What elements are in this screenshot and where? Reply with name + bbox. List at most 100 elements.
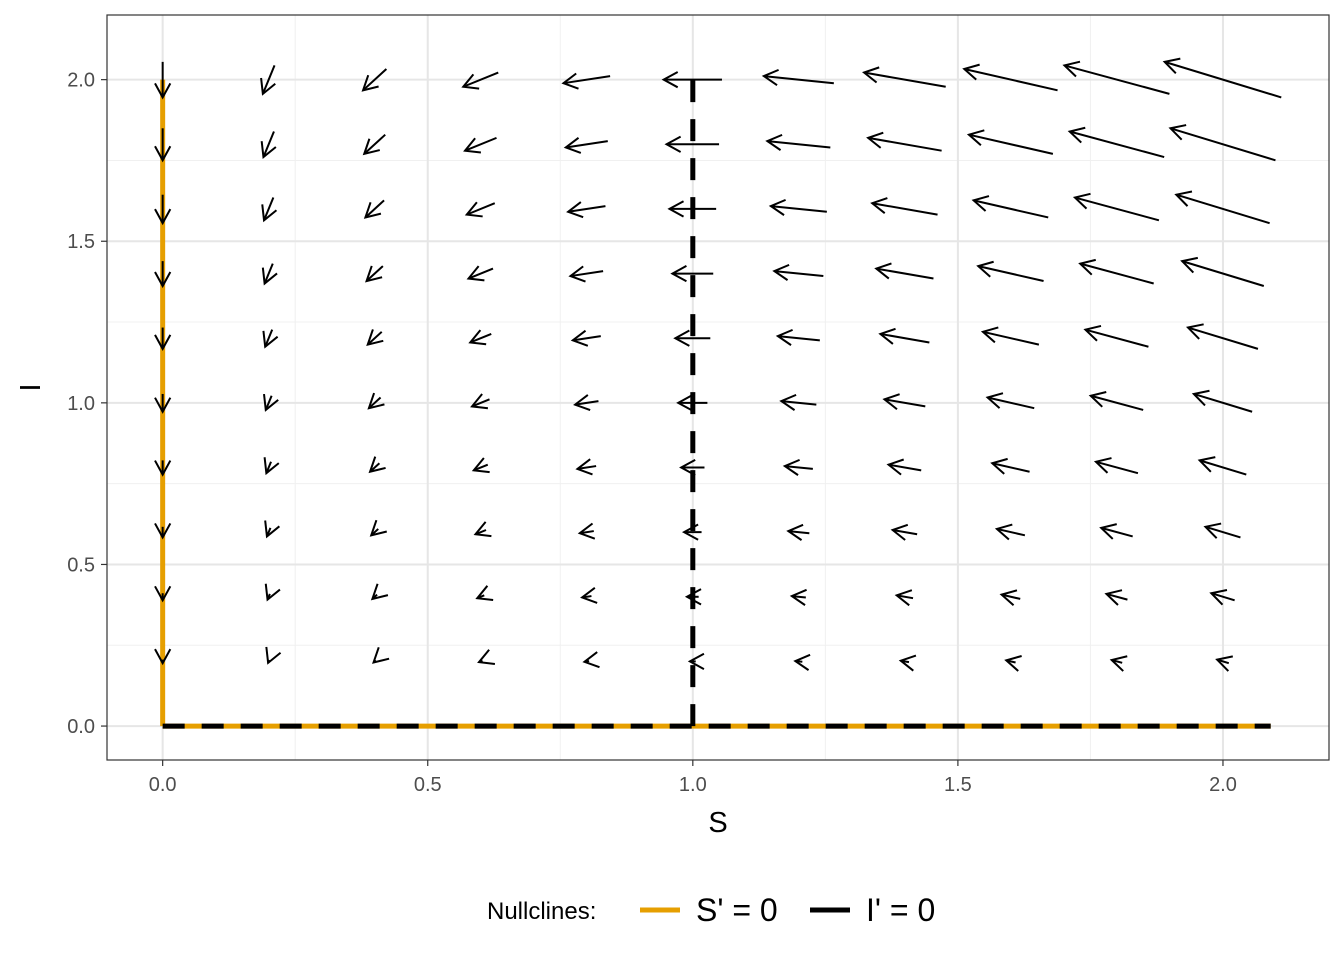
- arrow-head: [570, 329, 589, 347]
- arrow-s10-i7: [1180, 256, 1265, 287]
- arrow-s4-i9: [563, 136, 608, 154]
- arrow-head: [154, 397, 172, 414]
- arrow-s1-i9: [260, 131, 277, 160]
- arrow-s3-i5: [470, 393, 490, 410]
- y-tick-label-3: 1.5: [67, 231, 95, 253]
- arrow-s6-i10: [761, 68, 834, 86]
- arrow-shaft: [982, 330, 1040, 346]
- arrow-s3-i10: [461, 71, 499, 90]
- arrow-shaft: [1205, 525, 1241, 539]
- arrow-s0-i9: [154, 128, 172, 163]
- arrow-s3-i4: [471, 457, 490, 474]
- y-axis-ticks: 0.0 0.5 1.0 1.5 2.0: [67, 70, 107, 738]
- arrow-s0-i8: [154, 194, 172, 226]
- arrow-shaft: [1187, 326, 1259, 350]
- arrow-shaft: [1164, 60, 1282, 99]
- arrow-s2-i4: [368, 456, 386, 474]
- arrow-s9-i1: [1109, 655, 1128, 672]
- arrow-s7-i9: [866, 131, 942, 152]
- arrow-head: [886, 458, 905, 476]
- arrow-s7-i1: [898, 654, 917, 672]
- arrow-s5-i7: [670, 265, 714, 283]
- arrow-shaft: [791, 595, 806, 599]
- arrow-s0-i1: [154, 648, 172, 666]
- arrow-head: [1203, 522, 1222, 539]
- arrow-s8-i7: [976, 260, 1044, 283]
- arrow-s2-i5: [367, 392, 385, 410]
- arrow-head: [1191, 389, 1210, 407]
- arrow-s7-i7: [874, 262, 934, 280]
- arrow-shaft: [978, 265, 1044, 283]
- arrow-head: [782, 458, 800, 476]
- arrow-s9-i2: [1104, 589, 1128, 606]
- arrow-head: [1162, 57, 1181, 74]
- arrow-head: [768, 198, 786, 216]
- arrow-head: [985, 392, 1004, 409]
- arrow-s5-i10: [661, 71, 722, 89]
- arrow-head: [580, 586, 598, 604]
- arrow-head: [368, 456, 386, 474]
- arrow-s2-i7: [365, 265, 384, 283]
- arrow-head: [1067, 126, 1086, 144]
- arrow-s1-i4: [263, 457, 280, 476]
- arrow-shaft: [572, 335, 601, 342]
- arrow-shaft: [987, 396, 1035, 410]
- legend-title: Nullclines:: [487, 898, 596, 925]
- arrow-head: [994, 523, 1013, 541]
- arrow-s1-i2: [264, 583, 281, 602]
- legend-label-i-nullcline: I' = 0: [866, 892, 935, 928]
- x-tick-label-1: 0.5: [414, 774, 442, 796]
- arrow-head: [566, 201, 584, 219]
- arrow-head: [1174, 190, 1193, 207]
- legend-label-s-nullcline: S' = 0: [696, 892, 778, 928]
- arrow-head: [664, 135, 682, 153]
- arrow-head: [369, 519, 388, 537]
- x-axis-ticks: 0.0 0.5 1.0 1.5 2.0: [149, 760, 1237, 796]
- arrow-head: [154, 208, 172, 226]
- y-tick-label-2: 1.0: [67, 393, 95, 415]
- arrow-s5-i1: [687, 652, 705, 670]
- x-tick-label-3: 1.5: [944, 774, 972, 796]
- arrow-head: [582, 651, 600, 669]
- arrow-s1-i1: [265, 646, 282, 665]
- arrow-s3-i9: [463, 136, 497, 154]
- arrow-head: [670, 265, 687, 283]
- arrow-s9-i6: [1083, 324, 1149, 348]
- arrow-head: [1078, 258, 1096, 276]
- arrow-s2-i3: [369, 519, 388, 537]
- arrow-shaft: [1211, 592, 1235, 602]
- arrow-head: [1168, 124, 1187, 141]
- arrow-s1-i5: [263, 393, 279, 412]
- arrow-shaft: [973, 199, 1049, 219]
- arrow-head: [1109, 655, 1128, 672]
- arrow-head: [262, 330, 279, 349]
- arrow-shaft: [892, 529, 918, 536]
- arrow-head: [260, 77, 276, 96]
- arrow-s10-i6: [1185, 323, 1259, 350]
- arrow-head: [367, 392, 385, 410]
- arrow-head: [154, 648, 172, 666]
- arrow-shaft: [1199, 459, 1247, 476]
- arrow-shaft: [781, 400, 817, 406]
- arrow-shaft: [563, 75, 611, 85]
- arrow-head: [793, 653, 811, 671]
- arrow-s6-i2: [789, 588, 807, 606]
- arrow-s0-i10: [154, 61, 172, 100]
- arrow-s6-i9: [765, 133, 831, 151]
- arrow-shaft: [863, 71, 946, 88]
- arrow-s10-i1: [1215, 655, 1234, 672]
- arrow-s4-i8: [566, 201, 606, 219]
- arrow-s6-i5: [779, 393, 817, 411]
- arrow-head: [1197, 456, 1216, 473]
- arrow-shaft: [263, 263, 274, 284]
- arrow-head: [882, 393, 900, 411]
- plot-panel-border: [106, 14, 1330, 761]
- arrow-s4-i4: [575, 458, 597, 476]
- arrow-shaft: [767, 140, 831, 149]
- arrow-s7-i3: [890, 523, 918, 541]
- arrow-head: [874, 262, 892, 280]
- arrow-s9-i5: [1088, 391, 1144, 411]
- arrow-shaft: [1170, 127, 1276, 162]
- arrow-head: [477, 649, 496, 665]
- arrow-shaft: [896, 594, 914, 600]
